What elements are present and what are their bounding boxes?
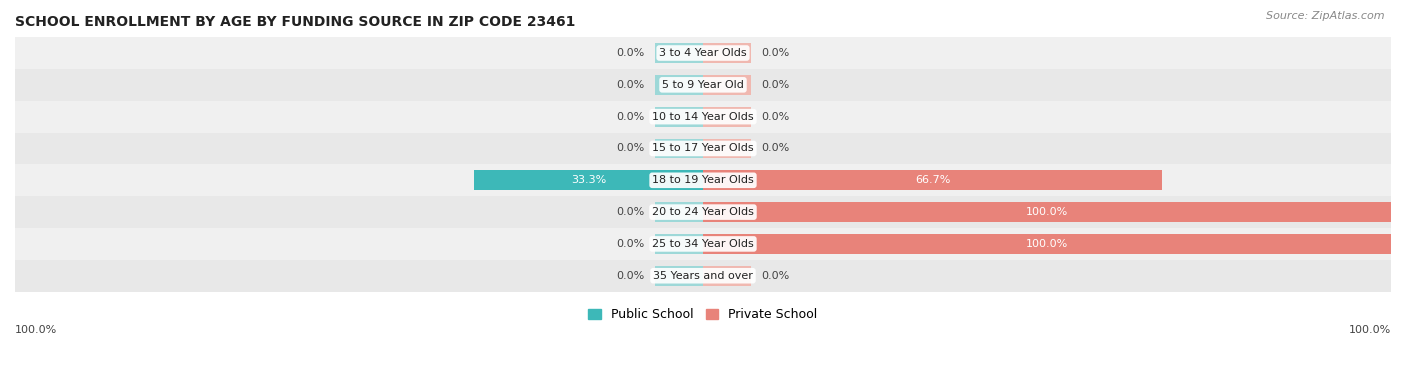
- Text: 66.7%: 66.7%: [915, 175, 950, 185]
- Bar: [655, 266, 703, 286]
- Text: 0.0%: 0.0%: [616, 271, 644, 281]
- Text: 100.0%: 100.0%: [15, 325, 58, 335]
- Text: 0.0%: 0.0%: [762, 271, 790, 281]
- Text: 0.0%: 0.0%: [616, 112, 644, 122]
- Text: 0.0%: 0.0%: [616, 48, 644, 58]
- Text: 0.0%: 0.0%: [616, 239, 644, 249]
- Bar: [655, 75, 703, 95]
- Text: 100.0%: 100.0%: [1026, 239, 1069, 249]
- Text: SCHOOL ENROLLMENT BY AGE BY FUNDING SOURCE IN ZIP CODE 23461: SCHOOL ENROLLMENT BY AGE BY FUNDING SOUR…: [15, 15, 575, 29]
- Text: 33.3%: 33.3%: [571, 175, 606, 185]
- Text: 25 to 34 Year Olds: 25 to 34 Year Olds: [652, 239, 754, 249]
- Bar: [703, 234, 1391, 254]
- Bar: [474, 170, 703, 190]
- Bar: [15, 101, 1391, 133]
- Bar: [15, 133, 1391, 164]
- Text: Source: ZipAtlas.com: Source: ZipAtlas.com: [1267, 11, 1385, 21]
- Bar: [15, 196, 1391, 228]
- Bar: [655, 202, 703, 222]
- Text: 100.0%: 100.0%: [1348, 325, 1391, 335]
- Bar: [15, 164, 1391, 196]
- Bar: [655, 107, 703, 127]
- Text: 0.0%: 0.0%: [762, 80, 790, 90]
- Bar: [703, 170, 1161, 190]
- Text: 3 to 4 Year Olds: 3 to 4 Year Olds: [659, 48, 747, 58]
- Bar: [703, 202, 1391, 222]
- Text: 18 to 19 Year Olds: 18 to 19 Year Olds: [652, 175, 754, 185]
- Legend: Public School, Private School: Public School, Private School: [583, 303, 823, 326]
- Bar: [703, 107, 751, 127]
- Text: 35 Years and over: 35 Years and over: [652, 271, 754, 281]
- Text: 0.0%: 0.0%: [616, 144, 644, 153]
- Bar: [703, 266, 751, 286]
- Bar: [655, 43, 703, 63]
- Bar: [703, 139, 751, 158]
- Bar: [15, 260, 1391, 292]
- Text: 0.0%: 0.0%: [616, 207, 644, 217]
- Bar: [703, 75, 751, 95]
- Bar: [15, 37, 1391, 69]
- Text: 10 to 14 Year Olds: 10 to 14 Year Olds: [652, 112, 754, 122]
- Text: 100.0%: 100.0%: [1026, 207, 1069, 217]
- Bar: [15, 69, 1391, 101]
- Bar: [655, 234, 703, 254]
- Bar: [655, 139, 703, 158]
- Text: 5 to 9 Year Old: 5 to 9 Year Old: [662, 80, 744, 90]
- Text: 20 to 24 Year Olds: 20 to 24 Year Olds: [652, 207, 754, 217]
- Bar: [703, 43, 751, 63]
- Bar: [15, 228, 1391, 260]
- Text: 0.0%: 0.0%: [616, 80, 644, 90]
- Text: 0.0%: 0.0%: [762, 144, 790, 153]
- Text: 0.0%: 0.0%: [762, 112, 790, 122]
- Text: 0.0%: 0.0%: [762, 48, 790, 58]
- Text: 15 to 17 Year Olds: 15 to 17 Year Olds: [652, 144, 754, 153]
